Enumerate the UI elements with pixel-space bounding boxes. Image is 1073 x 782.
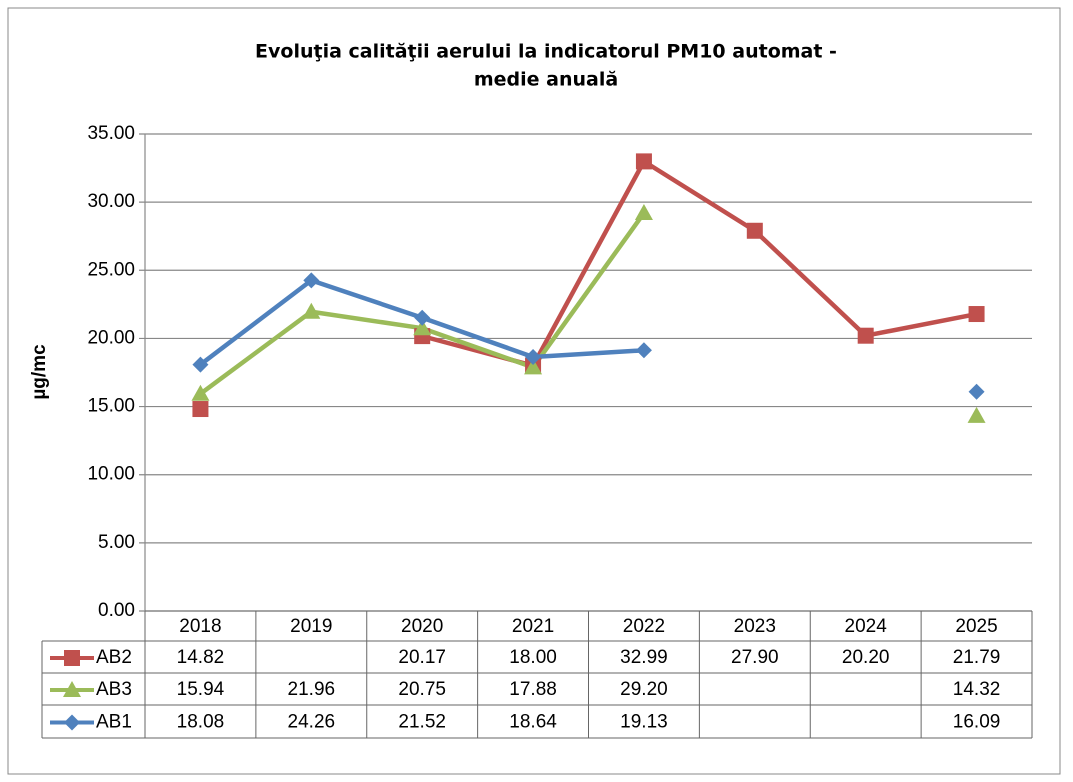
legend-label: AB1 xyxy=(96,712,132,733)
data-point xyxy=(968,383,985,400)
data-point xyxy=(635,342,652,359)
table-value: 20.20 xyxy=(842,647,890,668)
x-tick-label: 2023 xyxy=(734,616,776,637)
data-point xyxy=(192,356,209,373)
chart-frame xyxy=(7,7,1061,775)
y-tick-label: 15.00 xyxy=(87,396,135,417)
y-axis-label: µg/mc xyxy=(29,344,50,400)
table-value: 18.08 xyxy=(177,712,225,733)
x-tick-label: 2018 xyxy=(179,616,221,637)
chart-title: Evoluţia calităţii aerului la indicatoru… xyxy=(255,41,837,63)
table-value: 19.13 xyxy=(620,712,668,733)
table-value: 18.00 xyxy=(509,647,557,668)
data-point xyxy=(968,306,985,323)
chart-title: medie anuală xyxy=(474,69,618,91)
y-tick-label: 35.00 xyxy=(87,123,135,144)
table-value: 29.20 xyxy=(620,679,668,700)
x-tick-label: 2021 xyxy=(512,616,554,637)
x-tick-label: 2020 xyxy=(401,616,443,637)
y-tick-label: 20.00 xyxy=(87,327,135,348)
table-value: 20.17 xyxy=(398,647,446,668)
data-point xyxy=(302,302,321,319)
table-value: 27.90 xyxy=(731,647,779,668)
table-value: 24.26 xyxy=(288,712,336,733)
data-point xyxy=(524,358,543,375)
y-tick-label: 10.00 xyxy=(87,464,135,485)
data-point xyxy=(857,327,874,344)
data-point xyxy=(192,401,209,418)
data-point xyxy=(746,222,763,239)
table-value: 21.96 xyxy=(288,679,336,700)
x-tick-label: 2022 xyxy=(623,616,665,637)
y-tick-label: 25.00 xyxy=(87,259,135,280)
legend-marker xyxy=(64,714,80,731)
table-value: 16.09 xyxy=(953,712,1001,733)
table-value: 17.88 xyxy=(509,679,557,700)
data-point xyxy=(634,204,653,221)
x-tick-label: 2019 xyxy=(290,616,332,637)
data-point xyxy=(191,384,210,401)
table-value: 21.79 xyxy=(953,647,1001,668)
data-point xyxy=(967,406,986,423)
table-value: 18.64 xyxy=(509,712,557,733)
y-tick-label: 0.00 xyxy=(98,600,135,621)
data-point xyxy=(635,153,652,170)
x-tick-label: 2025 xyxy=(955,616,997,637)
legend-label: AB2 xyxy=(96,647,132,668)
table-value: 15.94 xyxy=(177,679,225,700)
table-value: 14.82 xyxy=(177,647,225,668)
data-point xyxy=(303,272,320,289)
table-value: 14.32 xyxy=(953,679,1001,700)
data-point xyxy=(525,348,542,365)
y-tick-label: 30.00 xyxy=(87,191,135,212)
x-tick-label: 2024 xyxy=(845,616,888,637)
y-tick-label: 5.00 xyxy=(98,532,135,553)
table-value: 21.52 xyxy=(398,712,446,733)
legend-label: AB3 xyxy=(96,679,132,700)
data-point xyxy=(413,319,432,336)
legend-marker xyxy=(64,650,80,666)
table-value: 32.99 xyxy=(620,647,668,668)
legend-marker xyxy=(63,681,81,697)
data-point xyxy=(414,309,431,326)
table-value: 20.75 xyxy=(398,679,446,700)
